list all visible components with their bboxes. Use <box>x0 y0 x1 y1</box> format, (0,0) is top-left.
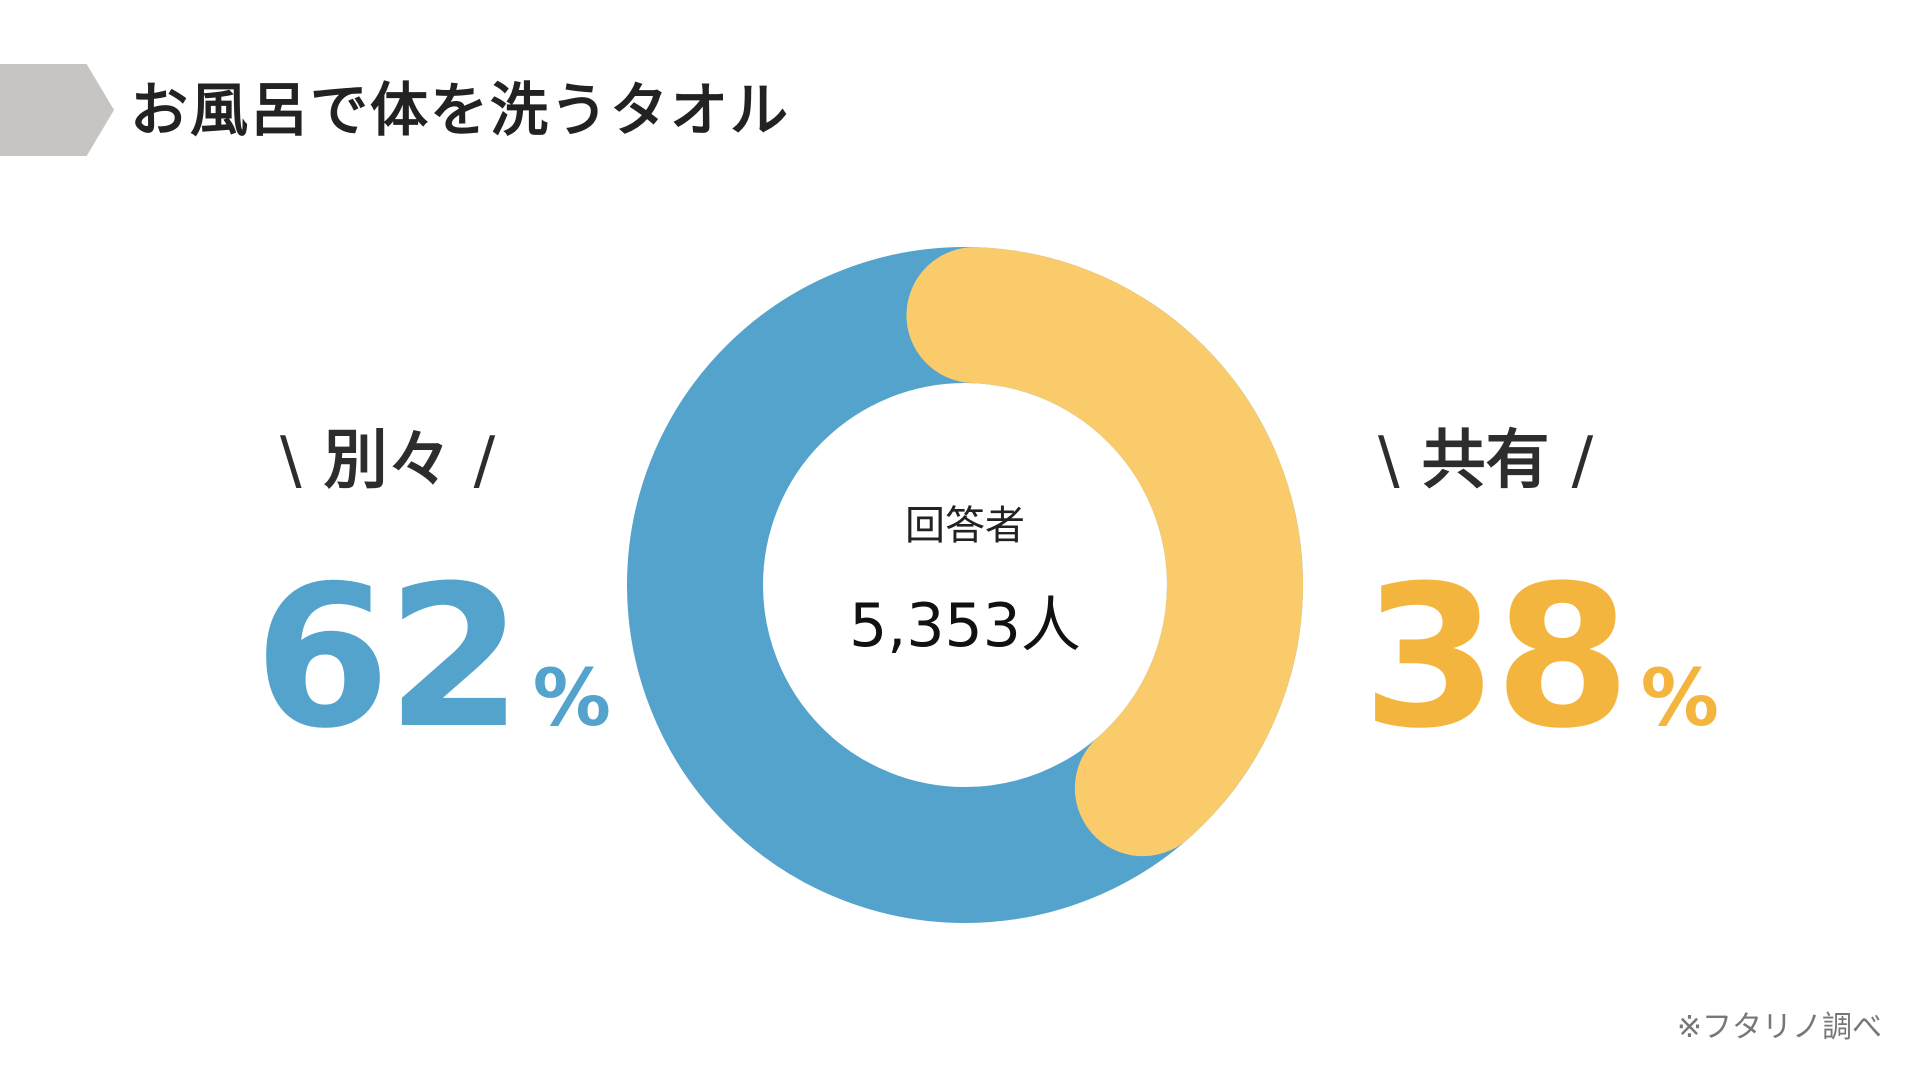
category-label-left: \ 別々 / <box>258 416 517 506</box>
label-slash-open: \ <box>280 424 302 498</box>
title-tag-shape <box>0 64 114 156</box>
percentage-unit: % <box>532 654 611 744</box>
percentage-value-left: 62% <box>254 560 611 756</box>
chart-title: お風呂で体を洗うタオル <box>130 76 791 144</box>
donut-slice-共有 <box>906 247 1303 857</box>
percentage-number: 62 <box>254 544 523 772</box>
source-note: ※フタリノ調べ <box>1676 1010 1882 1045</box>
percentage-value-right: 38% <box>1362 560 1719 756</box>
label-slash-open: \ <box>1378 424 1400 498</box>
category-name: 別々 <box>323 424 452 498</box>
category-name: 共有 <box>1421 424 1550 498</box>
percentage-unit: % <box>1640 654 1719 744</box>
donut-hole <box>764 384 1166 786</box>
donut-center-label: 回答者 <box>905 503 1025 549</box>
label-slash-close: / <box>473 424 496 498</box>
donut-center-value: 5,353人 <box>849 591 1081 661</box>
percentage-number: 38 <box>1362 544 1631 772</box>
category-label-right: \ 共有 / <box>1356 416 1615 506</box>
label-slash-close: / <box>1571 424 1594 498</box>
